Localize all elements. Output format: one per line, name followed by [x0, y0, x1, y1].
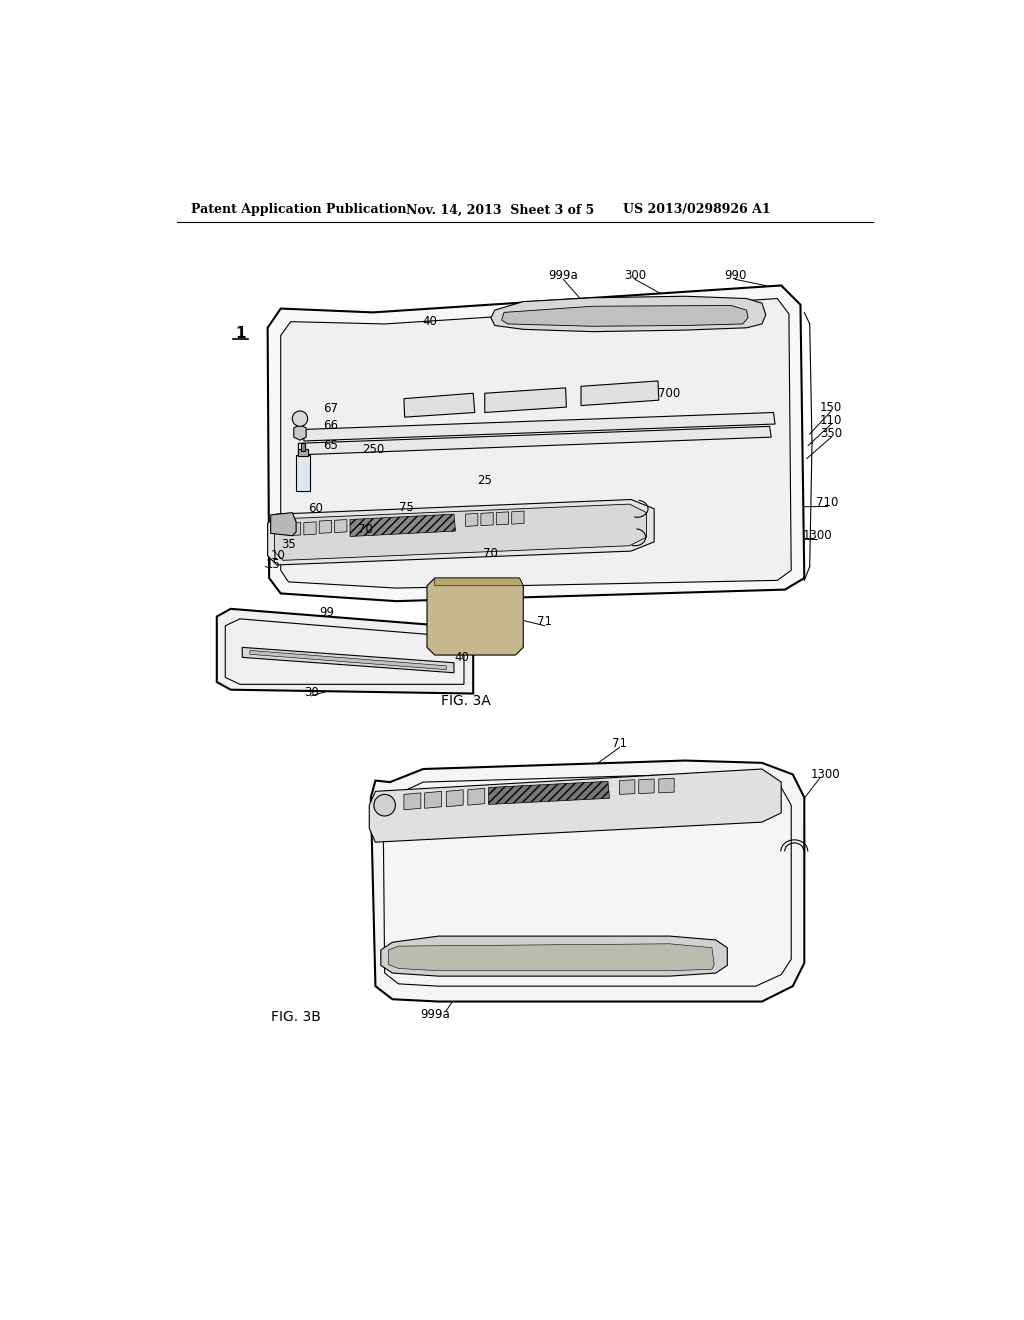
- Text: 300: 300: [624, 269, 646, 282]
- Polygon shape: [370, 770, 781, 842]
- Text: 67: 67: [324, 403, 338, 416]
- Text: 71: 71: [538, 615, 552, 628]
- Polygon shape: [281, 298, 792, 589]
- Text: 35: 35: [281, 539, 296, 552]
- Polygon shape: [446, 789, 463, 807]
- Text: 30: 30: [304, 685, 318, 698]
- Polygon shape: [427, 578, 523, 655]
- Polygon shape: [466, 513, 478, 527]
- Circle shape: [292, 411, 307, 426]
- Text: 40: 40: [455, 651, 469, 664]
- Text: 150: 150: [820, 400, 843, 413]
- Text: 700: 700: [658, 387, 681, 400]
- Text: Nov. 14, 2013  Sheet 3 of 5: Nov. 14, 2013 Sheet 3 of 5: [407, 203, 595, 216]
- Text: 70: 70: [358, 523, 373, 536]
- Polygon shape: [581, 381, 658, 405]
- Text: 10: 10: [271, 549, 286, 562]
- Polygon shape: [319, 520, 332, 533]
- Text: 25: 25: [477, 474, 493, 487]
- Polygon shape: [267, 285, 804, 601]
- Polygon shape: [381, 936, 727, 977]
- Polygon shape: [274, 504, 646, 561]
- Text: 65: 65: [324, 440, 338, 453]
- Polygon shape: [267, 499, 654, 565]
- Text: 71: 71: [612, 737, 627, 750]
- Text: 999a: 999a: [549, 269, 579, 282]
- Polygon shape: [403, 793, 421, 810]
- Text: 40: 40: [422, 315, 437, 329]
- Text: 70: 70: [483, 546, 499, 560]
- Polygon shape: [350, 515, 456, 536]
- Polygon shape: [298, 449, 308, 457]
- Text: Patent Application Publication: Patent Application Publication: [190, 203, 407, 216]
- Polygon shape: [490, 296, 766, 331]
- Polygon shape: [250, 651, 446, 669]
- Polygon shape: [294, 425, 306, 441]
- Text: 110: 110: [820, 413, 843, 426]
- Text: FIG. 3B: FIG. 3B: [271, 1010, 322, 1024]
- Text: FIG. 3A: FIG. 3A: [440, 694, 490, 709]
- Polygon shape: [484, 388, 566, 412]
- Polygon shape: [270, 512, 296, 536]
- Polygon shape: [304, 521, 316, 535]
- Polygon shape: [658, 779, 674, 793]
- Circle shape: [374, 795, 395, 816]
- Polygon shape: [298, 426, 771, 455]
- Text: 710: 710: [816, 496, 839, 510]
- Polygon shape: [304, 412, 775, 441]
- Polygon shape: [388, 944, 714, 970]
- Text: 350: 350: [820, 426, 843, 440]
- Text: 1300: 1300: [803, 529, 833, 543]
- Polygon shape: [639, 779, 654, 793]
- Text: 15: 15: [265, 558, 281, 572]
- Polygon shape: [481, 512, 494, 525]
- Polygon shape: [289, 523, 301, 536]
- Polygon shape: [620, 780, 635, 795]
- Polygon shape: [335, 520, 347, 533]
- Text: 999a: 999a: [420, 1008, 450, 1022]
- Text: 1: 1: [236, 326, 246, 342]
- Polygon shape: [473, 595, 498, 630]
- Polygon shape: [435, 578, 523, 586]
- Text: 990: 990: [724, 269, 746, 282]
- Polygon shape: [497, 512, 509, 525]
- Polygon shape: [217, 609, 473, 693]
- Text: 66: 66: [324, 418, 338, 432]
- Polygon shape: [296, 455, 310, 491]
- Text: US 2013/0298926 A1: US 2013/0298926 A1: [624, 203, 771, 216]
- Polygon shape: [512, 511, 524, 524]
- Text: 99: 99: [319, 606, 335, 619]
- Text: 75: 75: [398, 500, 414, 513]
- Text: 250: 250: [362, 444, 384, 455]
- Polygon shape: [403, 393, 475, 417]
- Polygon shape: [425, 792, 441, 808]
- Polygon shape: [488, 781, 609, 804]
- Polygon shape: [243, 647, 454, 673]
- Polygon shape: [468, 788, 484, 805]
- Text: 60: 60: [308, 502, 323, 515]
- Polygon shape: [371, 760, 804, 1002]
- Polygon shape: [502, 305, 749, 326]
- Text: 1300: 1300: [811, 768, 841, 781]
- Polygon shape: [301, 444, 305, 451]
